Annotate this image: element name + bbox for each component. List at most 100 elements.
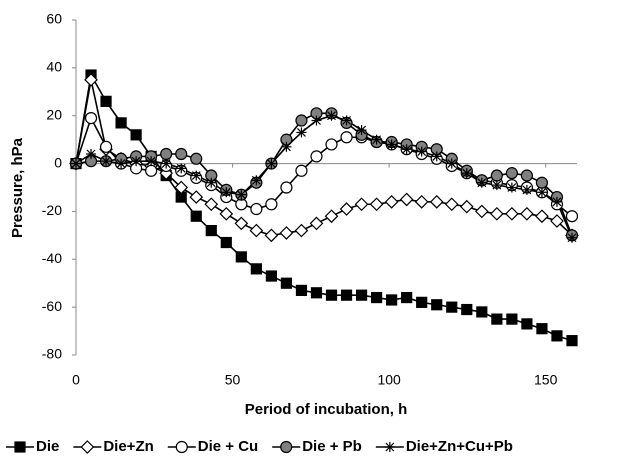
marker xyxy=(264,228,279,243)
marker xyxy=(566,335,578,347)
marker xyxy=(565,210,579,223)
series-line xyxy=(75,72,573,342)
marker xyxy=(431,299,443,311)
y-tick-label: -20 xyxy=(42,202,62,218)
marker xyxy=(506,313,518,325)
marker xyxy=(429,195,444,209)
marker xyxy=(189,190,204,204)
marker xyxy=(414,195,429,209)
marker xyxy=(505,167,518,180)
y-tick-label: -60 xyxy=(42,298,62,314)
marker xyxy=(416,296,428,308)
marker xyxy=(386,294,398,306)
marker xyxy=(521,184,532,195)
y-tick-label: -80 xyxy=(42,346,62,362)
marker xyxy=(294,223,309,238)
marker xyxy=(175,440,188,454)
legend-label: Die + Cu xyxy=(198,438,258,455)
marker xyxy=(265,270,277,282)
x-tick-label: 100 xyxy=(377,372,401,388)
marker xyxy=(250,202,263,216)
marker xyxy=(384,442,395,452)
marker xyxy=(190,210,202,222)
marker xyxy=(461,303,473,316)
marker xyxy=(115,117,127,129)
y-tick-label: 20 xyxy=(46,106,62,122)
x-axis-title: Period of incubation, h xyxy=(245,401,408,418)
marker xyxy=(266,158,277,169)
marker xyxy=(161,158,172,169)
x-tick-label: 50 xyxy=(225,372,241,388)
marker xyxy=(84,112,98,125)
marker xyxy=(146,156,157,167)
marker xyxy=(520,206,534,221)
marker xyxy=(399,192,414,207)
marker xyxy=(101,156,112,167)
marker xyxy=(490,169,503,182)
marker xyxy=(280,440,293,454)
marker xyxy=(131,156,142,167)
legend-item: Die + Pb xyxy=(272,438,362,455)
marker xyxy=(190,152,203,165)
marker xyxy=(476,306,488,318)
y-tick-label: -40 xyxy=(42,250,62,266)
legend-item: Die+Zn+Cu+Pb xyxy=(375,438,513,455)
marker xyxy=(340,131,353,144)
series-line xyxy=(75,114,573,239)
marker xyxy=(86,149,97,159)
marker xyxy=(160,147,173,161)
marker xyxy=(551,196,562,207)
marker xyxy=(80,440,95,454)
marker xyxy=(536,187,547,198)
legend-label: Die xyxy=(36,438,59,455)
marker xyxy=(446,301,458,313)
y-tick-label: 60 xyxy=(46,11,62,27)
marker xyxy=(325,138,338,151)
marker xyxy=(221,187,232,198)
legend-item: Die xyxy=(6,438,59,455)
marker xyxy=(295,164,308,177)
series-line xyxy=(75,116,573,217)
y-axis-title: Pressure, hPa xyxy=(9,137,26,238)
marker xyxy=(175,147,188,161)
marker xyxy=(145,164,158,177)
legend-label: Die+Zn xyxy=(103,438,153,455)
series-line xyxy=(75,112,573,236)
marker xyxy=(116,158,127,169)
marker xyxy=(550,214,564,228)
marker xyxy=(310,150,323,163)
marker xyxy=(296,127,307,138)
marker xyxy=(84,72,98,87)
marker xyxy=(14,441,26,453)
y-tick-label: 0 xyxy=(54,154,62,170)
marker xyxy=(384,195,399,209)
marker xyxy=(354,197,369,212)
marker xyxy=(521,318,533,330)
marker xyxy=(234,216,249,231)
legend-label: Die+Zn+Cu+Pb xyxy=(406,438,513,455)
marker xyxy=(324,209,339,224)
x-tick-label: 0 xyxy=(72,372,80,388)
series-line xyxy=(75,79,573,237)
marker xyxy=(535,209,549,224)
marker xyxy=(401,291,413,304)
marker xyxy=(280,277,293,289)
marker xyxy=(250,263,262,275)
marker xyxy=(340,289,353,301)
marker xyxy=(444,197,459,212)
marker xyxy=(309,216,324,231)
marker xyxy=(491,180,502,191)
marker xyxy=(474,204,489,219)
y-tick-label: 40 xyxy=(46,59,62,75)
marker xyxy=(295,284,308,296)
marker xyxy=(219,206,234,221)
marker xyxy=(236,189,247,200)
marker xyxy=(520,169,534,182)
marker xyxy=(459,199,474,214)
marker xyxy=(566,232,577,243)
marker xyxy=(311,115,322,126)
marker xyxy=(536,323,548,335)
marker xyxy=(205,224,217,237)
marker xyxy=(249,223,264,238)
